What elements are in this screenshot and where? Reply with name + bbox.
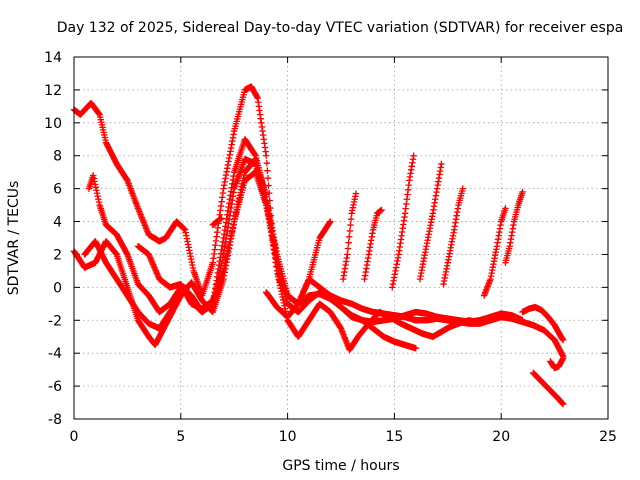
- data-point: [218, 215, 225, 222]
- data-point: [327, 218, 334, 225]
- x-tick-label: 10: [279, 429, 297, 445]
- series-track-9: [547, 354, 567, 372]
- series-spike-17.8: [440, 185, 466, 288]
- y-tick-label: 4: [53, 215, 62, 231]
- y-tick-label: 12: [44, 83, 62, 99]
- data-point: [265, 189, 273, 197]
- data-point: [263, 152, 270, 159]
- data-point: [519, 188, 526, 196]
- data-point: [410, 152, 417, 159]
- data-point: [559, 336, 567, 344]
- data-point: [519, 317, 526, 324]
- series-spike-14: [361, 206, 385, 283]
- y-axis-label: SDTVAR / TECUs: [6, 181, 22, 296]
- y-tick-label: 14: [44, 50, 62, 66]
- x-tick-label: 5: [176, 429, 185, 445]
- y-tick-label: 8: [53, 149, 62, 165]
- data-point: [265, 182, 272, 189]
- series-track-10: [209, 215, 225, 229]
- series-spike-15.8: [389, 152, 417, 291]
- series-spike-19.5: [480, 205, 509, 299]
- series-track-1: [70, 83, 291, 299]
- x-tick-label: 0: [70, 429, 79, 445]
- y-tick-label: -4: [48, 346, 62, 362]
- y-tick-label: -6: [48, 379, 62, 395]
- data-point: [438, 160, 445, 168]
- data-point: [459, 185, 466, 192]
- data-point: [378, 206, 385, 214]
- series-spike-20.8: [502, 188, 526, 266]
- plot-frame: [73, 56, 609, 420]
- x-axis-label: GPS time / hours: [282, 458, 399, 474]
- series-track-7: [519, 303, 567, 344]
- data-point: [412, 345, 419, 352]
- x-tick-label: 25: [599, 429, 617, 445]
- data-point: [352, 190, 360, 197]
- data-point: [347, 221, 354, 229]
- data-point: [264, 174, 272, 182]
- series-track-8: [530, 369, 567, 408]
- data-point: [559, 354, 567, 362]
- series-spike-17: [416, 160, 445, 283]
- data-point: [502, 205, 509, 212]
- data-point: [345, 239, 352, 246]
- data-point: [559, 400, 567, 408]
- data-point: [347, 215, 355, 223]
- grid: [74, 57, 608, 419]
- data-points: [70, 83, 567, 408]
- series-track-6: [263, 289, 526, 326]
- y-tick-label: 2: [53, 247, 62, 263]
- y-tick-label: -2: [48, 313, 62, 329]
- x-tick-label: 20: [492, 429, 510, 445]
- y-tick-label: 6: [53, 182, 62, 198]
- data-point: [346, 227, 354, 235]
- y-tick-label: 10: [44, 116, 62, 132]
- series-spike-12.9: [339, 190, 360, 283]
- x-tick-label: 15: [385, 429, 403, 445]
- data-point: [346, 233, 353, 241]
- data-point: [344, 245, 352, 252]
- data-point: [344, 251, 351, 258]
- series-track-5: [134, 168, 567, 360]
- data-point: [263, 160, 271, 167]
- y-tick-label: 0: [53, 280, 62, 296]
- y-tick-label: -8: [48, 412, 62, 428]
- chart-title: Day 132 of 2025, Sidereal Day-to-day VTE…: [57, 20, 624, 36]
- data-point: [264, 167, 271, 174]
